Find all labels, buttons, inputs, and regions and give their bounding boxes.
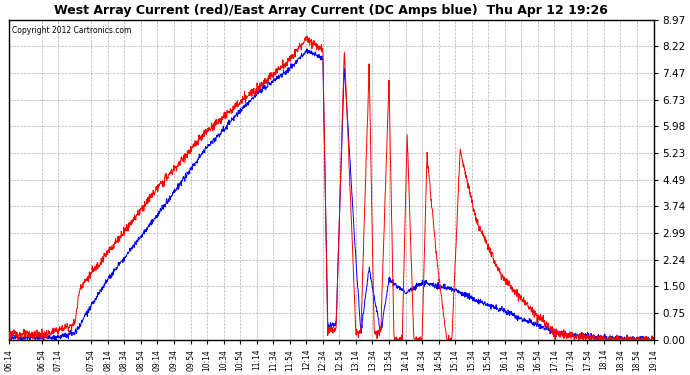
Text: Copyright 2012 Cartronics.com: Copyright 2012 Cartronics.com (12, 26, 131, 35)
Title: West Array Current (red)/East Array Current (DC Amps blue)  Thu Apr 12 19:26: West Array Current (red)/East Array Curr… (55, 4, 608, 17)
